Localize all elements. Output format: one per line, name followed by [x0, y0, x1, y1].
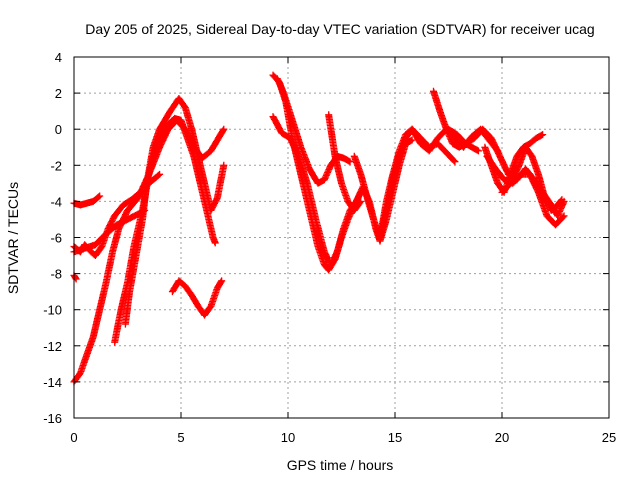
- y-tick-label: -10: [43, 303, 62, 318]
- axis-ticks: -16 -14 -12 -10 -8 -6 -4 -2 0 2 4 0 5 10 15 20 25: [43, 50, 616, 445]
- series-trace-19: [498, 143, 566, 214]
- y-tick-label: -2: [50, 158, 62, 173]
- series-trace-15: [430, 87, 482, 155]
- series-trace-18: [483, 152, 568, 229]
- y-tick-label: 2: [55, 86, 62, 101]
- y-tick-label: 4: [55, 50, 62, 65]
- data-point-markers: [430, 87, 482, 155]
- series-trace-8: [168, 277, 226, 319]
- y-tick-label: -14: [43, 375, 62, 390]
- x-tick-label: 25: [602, 430, 616, 445]
- series-trace-12: [325, 111, 365, 214]
- data-point-markers: [168, 277, 226, 319]
- y-tick-label: -12: [43, 339, 62, 354]
- y-tick-label: -6: [50, 231, 62, 246]
- y-tick-label: -16: [43, 411, 62, 426]
- x-axis-label: GPS time / hours: [287, 457, 394, 473]
- chart-title: Day 205 of 2025, Sidereal Day-to-day VTE…: [85, 21, 594, 37]
- x-tick-label: 10: [281, 430, 295, 445]
- data-layer: [70, 71, 568, 386]
- x-tick-label: 15: [388, 430, 402, 445]
- x-tick-label: 20: [495, 430, 509, 445]
- data-point-markers: [483, 152, 568, 229]
- x-tick-label: 0: [70, 430, 77, 445]
- y-axis-label: SDTVAR / TECUs: [5, 182, 21, 294]
- data-point-markers: [325, 111, 365, 214]
- data-point-markers: [498, 143, 566, 214]
- y-tick-label: -4: [50, 194, 62, 209]
- x-tick-label: 5: [177, 430, 184, 445]
- series-trace-7: [121, 95, 228, 328]
- y-tick-label: 0: [55, 122, 62, 137]
- data-point-markers: [121, 95, 228, 328]
- y-tick-label: -8: [50, 267, 62, 282]
